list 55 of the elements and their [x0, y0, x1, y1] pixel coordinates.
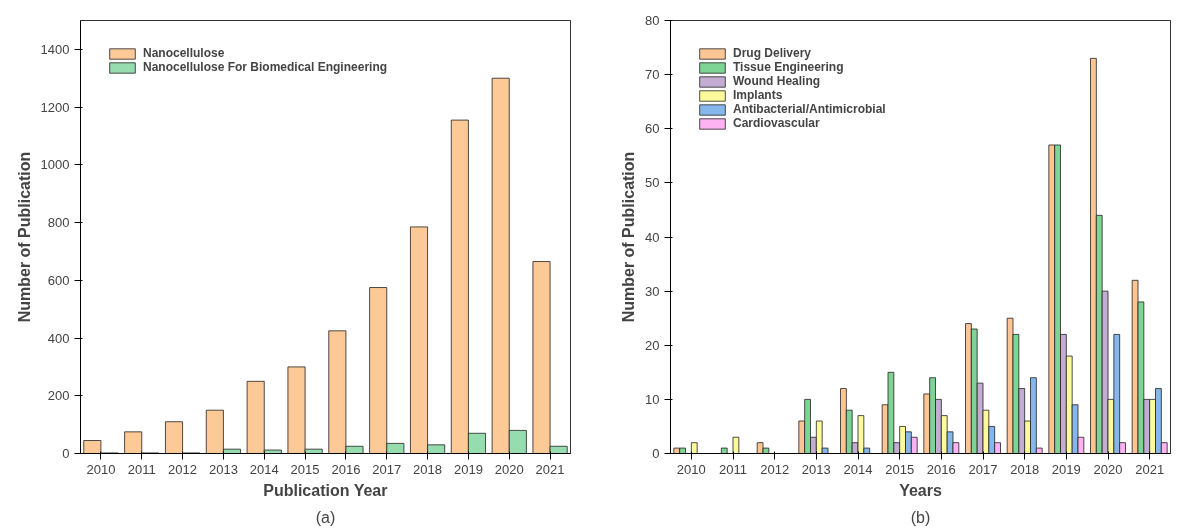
x-tick-label: 2019: [1051, 461, 1081, 477]
x-tick-label: 2012: [168, 461, 198, 477]
x-tick-label: 2015: [885, 461, 915, 477]
y-tick-label: 70: [645, 67, 660, 83]
x-tick-label: 2017: [372, 461, 402, 477]
x-axis-title: Publication Year: [263, 481, 388, 499]
x-tick-label: 2010: [86, 461, 116, 477]
y-tick-label: 60: [645, 121, 660, 137]
legend-label: Tissue Engineering: [733, 60, 844, 74]
text: (a): [315, 508, 336, 526]
y-tick-label: 200: [47, 388, 70, 404]
y-axis-title: Number of Publication: [620, 151, 638, 323]
y-tick-label: 40: [645, 229, 660, 245]
y-tick-label: 10: [645, 391, 660, 407]
x-tick-label: 2021: [535, 461, 565, 477]
x-tick-label: 2020: [1093, 461, 1123, 477]
x-tick-label: 2018: [1010, 461, 1040, 477]
x-tick-label: 2012: [760, 461, 790, 477]
legend-label: Cardiovascular: [733, 116, 820, 130]
y-tick-label: 0: [652, 446, 660, 461]
x-tick-label: 2019: [453, 461, 483, 477]
x-tick-label: 2010: [676, 461, 706, 477]
x-tick-label: 2011: [127, 461, 156, 477]
y-tick-label: 50: [645, 175, 660, 191]
y-tick-label: 1400: [40, 41, 70, 57]
legend-label: Antibacterial/Antimicrobial: [733, 102, 886, 116]
x-tick-label: 2014: [843, 461, 873, 477]
x-tick-label: 2015: [290, 461, 320, 477]
legend-label: Wound Healing: [733, 74, 821, 88]
legend-label: Drug Delivery: [733, 46, 812, 60]
y-tick-label: 800: [47, 215, 70, 231]
x-tick-label: 2013: [801, 461, 831, 477]
x-axis-title: Years: [899, 481, 942, 499]
x-tick-label: 2018: [413, 461, 443, 477]
text: (b): [910, 508, 931, 526]
y-tick-label: 30: [645, 283, 660, 299]
x-tick-label: 2011: [719, 461, 747, 477]
legend-label: Nanocellulose For Biomedical Engineering: [143, 60, 388, 74]
y-tick-label: 1200: [40, 99, 70, 115]
y-tick-label: 20: [645, 337, 660, 353]
y-axis-title: Number of Publication: [15, 151, 33, 323]
x-tick-label: 2014: [249, 461, 279, 477]
y-tick-label: 600: [47, 272, 70, 288]
x-tick-label: 2017: [968, 461, 998, 477]
y-tick-label: 80: [645, 13, 660, 28]
x-tick-label: 2020: [494, 461, 524, 477]
x-tick-label: 2021: [1135, 461, 1165, 477]
legend-label: Implants: [733, 88, 783, 102]
x-tick-label: 2013: [208, 461, 238, 477]
y-tick-label: 400: [47, 330, 70, 346]
legend-label: Nanocellulose: [143, 46, 225, 60]
y-tick-label: 0: [62, 446, 70, 461]
x-tick-label: 2016: [926, 461, 956, 477]
x-tick-label: 2016: [331, 461, 361, 477]
y-tick-label: 1000: [40, 157, 70, 173]
